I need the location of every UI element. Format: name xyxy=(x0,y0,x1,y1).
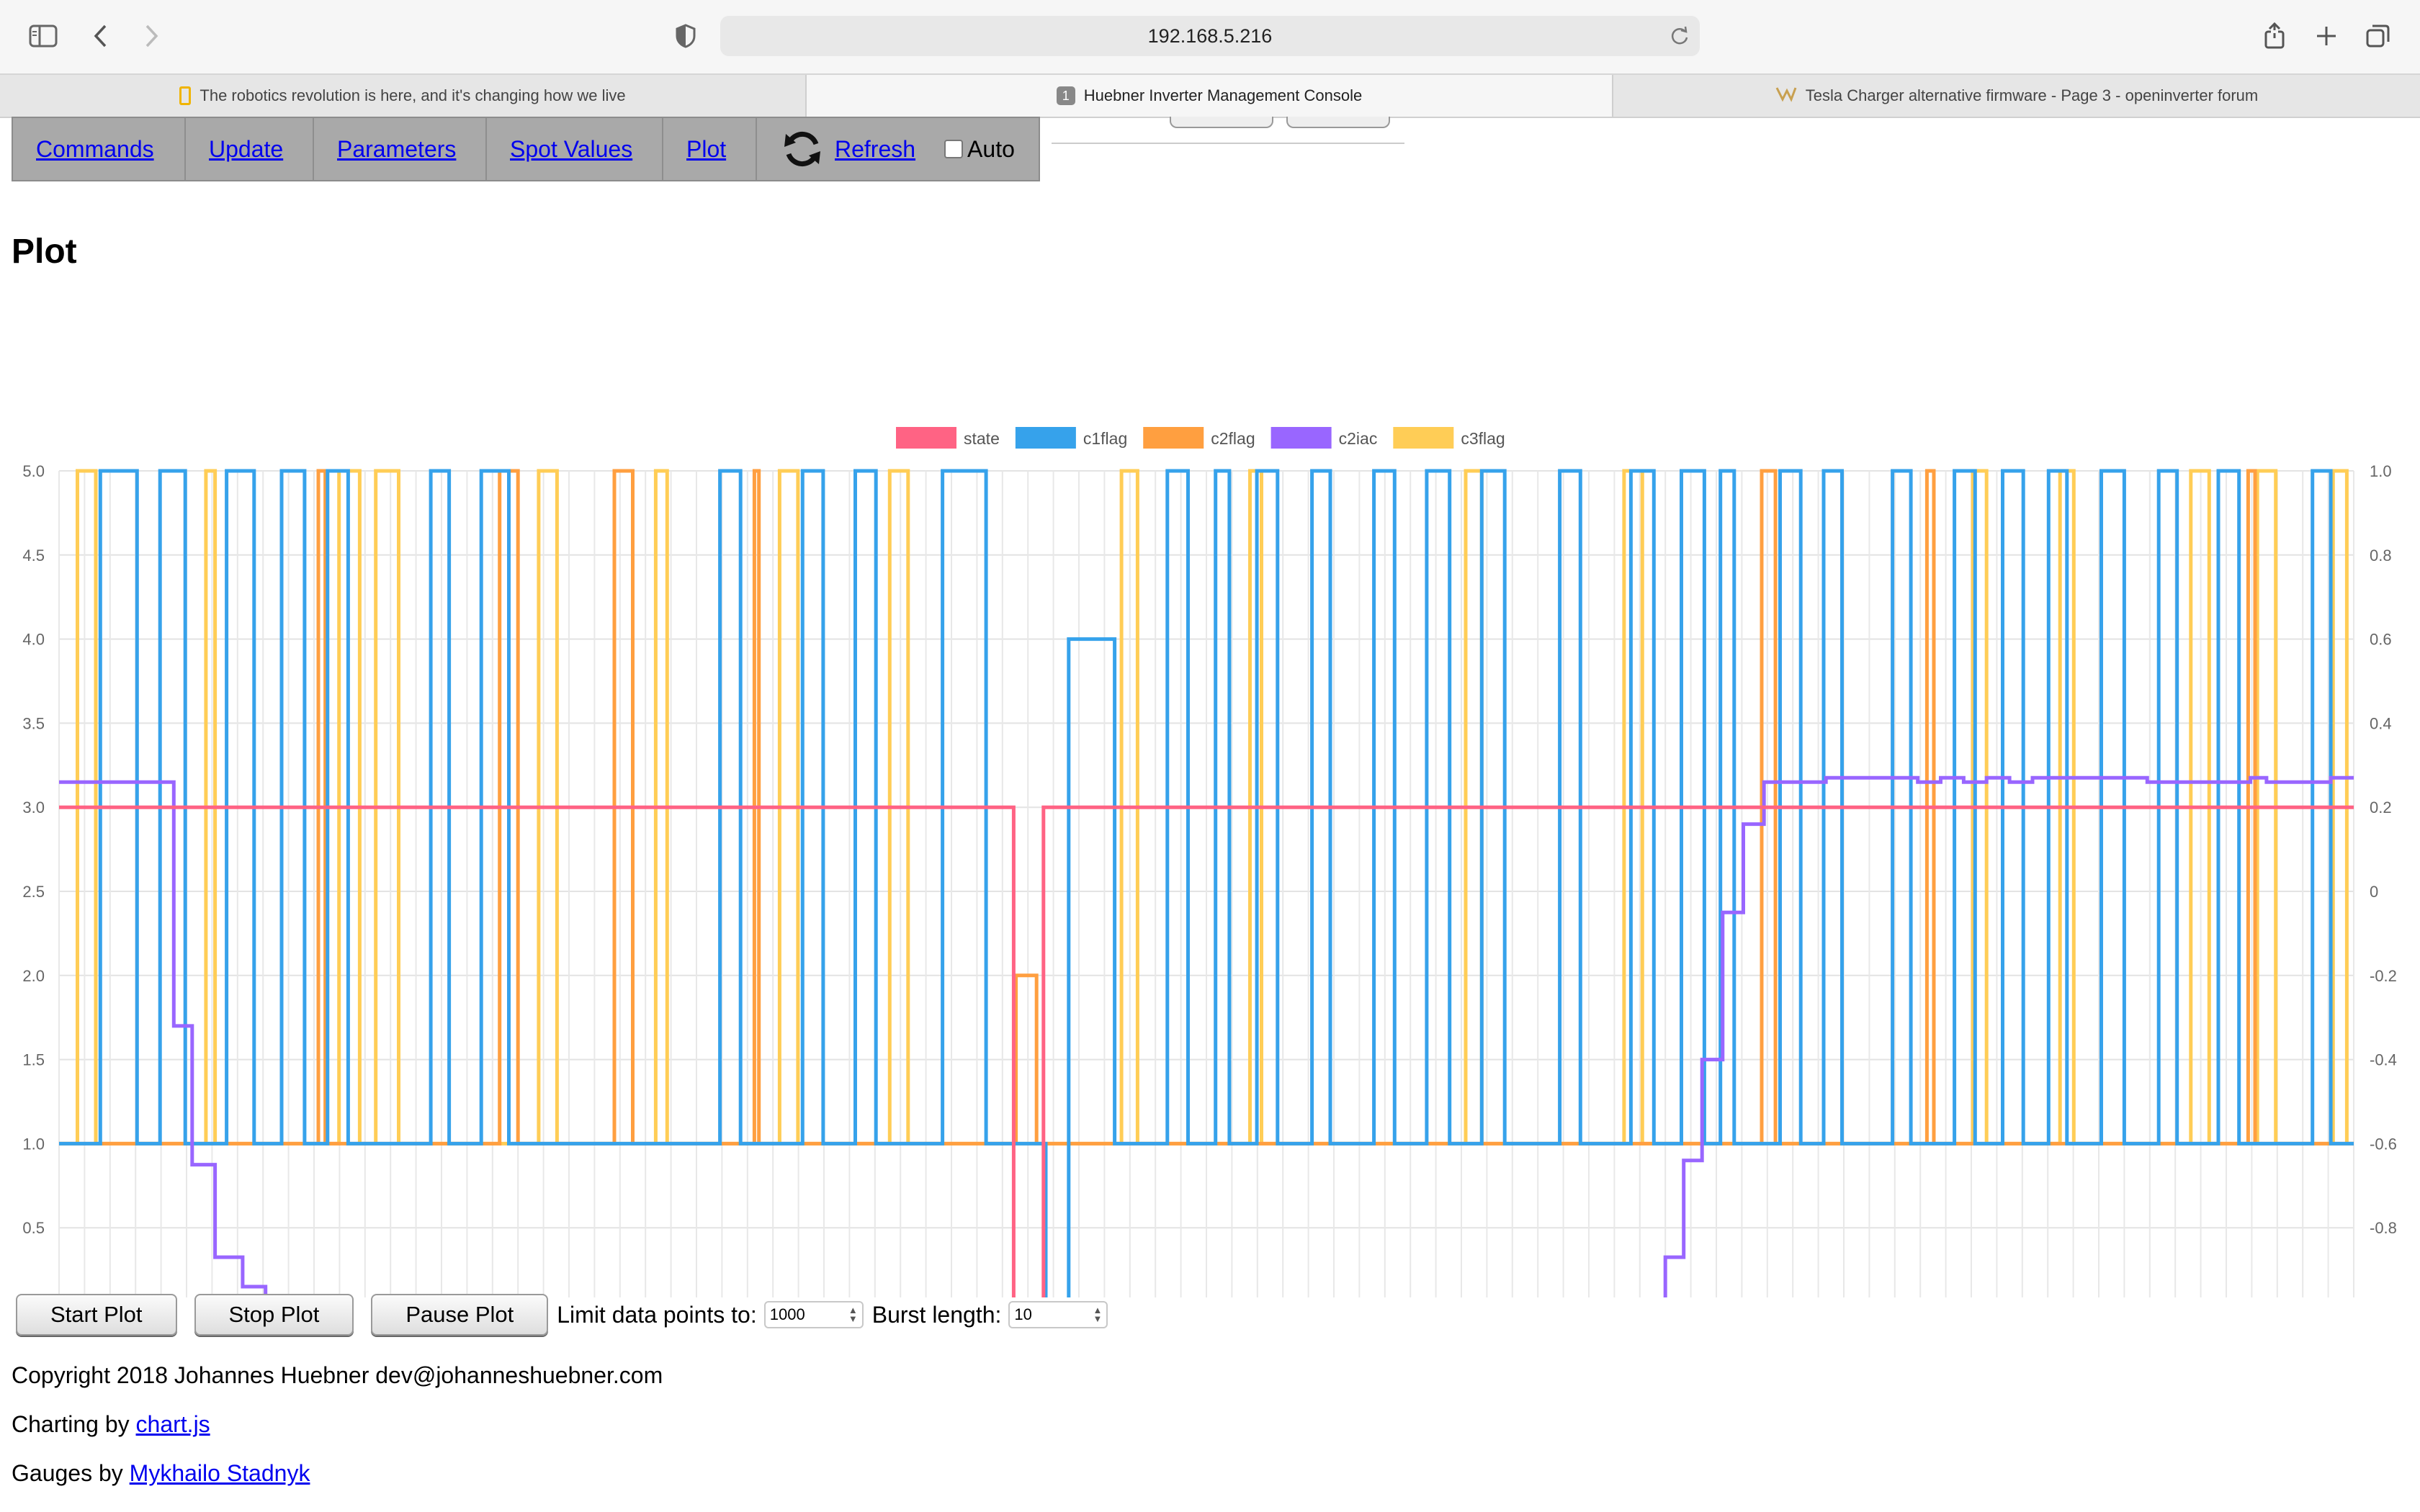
chartjs-link[interactable]: chart.js xyxy=(135,1411,210,1437)
y-axis-right-tick: -0.8 xyxy=(2370,1219,2397,1237)
gauges-credit: Gauges by Mykhailo Stadnyk xyxy=(12,1460,310,1487)
y-axis-left-tick: 2.5 xyxy=(22,883,45,901)
hidden-button[interactable] xyxy=(1286,117,1390,128)
share-icon[interactable] xyxy=(2254,16,2295,56)
hidden-button[interactable] xyxy=(1170,117,1273,128)
legend-swatch-c3flag[interactable] xyxy=(1393,427,1454,449)
nav-spot-values: Spot Values xyxy=(487,118,663,180)
main-navigation: Commands Update Parameters Spot Values P… xyxy=(12,117,1040,181)
y-axis-right-tick: 0.4 xyxy=(2370,714,2392,732)
tab-openinverter-forum[interactable]: Tesla Charger alternative firmware - Pag… xyxy=(1613,75,2420,117)
y-axis-left-tick: 5.0 xyxy=(22,462,45,480)
refresh-link[interactable]: Refresh xyxy=(835,135,916,162)
address-bar[interactable]: 192.168.5.216 xyxy=(720,16,1700,56)
legend-label-state[interactable]: state xyxy=(964,429,1000,448)
page-title: Plot xyxy=(12,233,77,271)
stepper-icon[interactable]: ▲ ▼ xyxy=(848,1305,858,1324)
start-plot-button[interactable]: Start Plot xyxy=(16,1294,177,1336)
nav-refresh: Refresh Auto xyxy=(757,118,1038,180)
y-axis-left-tick: 3.5 xyxy=(22,714,45,732)
y-axis-right-tick: 1.0 xyxy=(2370,462,2392,480)
y-axis-right-tick: 0 xyxy=(2370,883,2378,901)
commands-link[interactable]: Commands xyxy=(36,135,154,162)
auto-checkbox[interactable] xyxy=(944,140,964,158)
pause-plot-button[interactable]: Pause Plot xyxy=(371,1294,549,1336)
legend-swatch-c2iac[interactable] xyxy=(1270,427,1332,449)
back-icon[interactable] xyxy=(81,16,121,56)
tab-title: The robotics revolution is here, and it'… xyxy=(200,86,626,104)
stop-plot-button[interactable]: Stop Plot xyxy=(194,1294,354,1336)
url-text: 192.168.5.216 xyxy=(1147,25,1273,47)
y-axis-left-tick: 1.5 xyxy=(22,1051,45,1069)
y-axis-left-tick: 3.0 xyxy=(22,798,45,816)
series-line-c2iac[interactable] xyxy=(59,775,2354,1297)
auto-label: Auto xyxy=(967,135,1015,162)
burst-value: 10 xyxy=(1014,1305,1032,1323)
legend-label-c1flag[interactable]: c1flag xyxy=(1083,429,1127,448)
y-axis-left-tick: 0.5 xyxy=(22,1219,45,1237)
tab-bar: The robotics revolution is here, and it'… xyxy=(0,73,2420,118)
tab-inverter-console[interactable]: 1 Huebner Inverter Management Console xyxy=(807,75,1613,117)
stepper-icon[interactable]: ▲ ▼ xyxy=(1093,1305,1103,1324)
refresh-icon[interactable] xyxy=(781,131,823,167)
nav-update: Update xyxy=(186,118,314,180)
forum-icon xyxy=(1775,85,1797,107)
tab-robotics[interactable]: The robotics revolution is here, and it'… xyxy=(0,75,807,117)
reload-icon[interactable] xyxy=(1670,26,1690,50)
tab-overview-icon[interactable] xyxy=(2358,16,2398,56)
sidebar-toggle-icon[interactable] xyxy=(23,16,63,56)
gauges-author-link[interactable]: Mykhailo Stadnyk xyxy=(129,1460,310,1486)
update-link[interactable]: Update xyxy=(209,135,284,162)
y-axis-left-tick: 1.0 xyxy=(22,1135,45,1153)
y-axis-left-tick: 4.0 xyxy=(22,631,45,649)
y-axis-right-tick: 0.2 xyxy=(2370,798,2392,816)
burst-label: Burst length: xyxy=(871,1301,1002,1328)
y-axis-left-tick: 4.5 xyxy=(22,546,45,564)
web-page: Commands Update Parameters Spot Values P… xyxy=(0,117,2420,1512)
y-axis-right-tick: -0.6 xyxy=(2370,1135,2397,1153)
bookmark-icon xyxy=(179,86,192,105)
y-axis-left-tick: 2.0 xyxy=(22,967,45,985)
browser-toolbar: 192.168.5.216 xyxy=(0,0,2420,73)
nav-parameters: Parameters xyxy=(314,118,487,180)
legend-label-c2iac[interactable]: c2iac xyxy=(1339,429,1378,448)
forward-icon[interactable] xyxy=(131,16,171,56)
charting-prefix: Charting by xyxy=(12,1411,136,1437)
limit-value: 1000 xyxy=(769,1305,805,1323)
nav-commands: Commands xyxy=(13,118,186,180)
limit-label: Limit data points to: xyxy=(557,1301,757,1328)
new-tab-icon[interactable] xyxy=(2306,16,2347,56)
nav-plot: Plot xyxy=(663,118,757,180)
parameters-link[interactable]: Parameters xyxy=(337,135,457,162)
gauges-prefix: Gauges by xyxy=(12,1460,130,1486)
copyright-text: Copyright 2018 Johannes Huebner dev@joha… xyxy=(12,1362,663,1388)
plot-link[interactable]: Plot xyxy=(686,135,727,162)
partially-hidden-toolbar xyxy=(1052,117,1404,144)
tab-title: Huebner Inverter Management Console xyxy=(1083,86,1363,104)
limit-data-points-input[interactable]: 1000 ▲ ▼ xyxy=(763,1301,864,1328)
burst-length-input[interactable]: 10 ▲ ▼ xyxy=(1008,1301,1108,1328)
legend-label-c2flag[interactable]: c2flag xyxy=(1211,429,1255,448)
charting-credit: Charting by chart.js xyxy=(12,1411,210,1438)
spot-values-link[interactable]: Spot Values xyxy=(510,135,633,162)
privacy-shield-icon[interactable] xyxy=(666,16,706,56)
series-line-state[interactable] xyxy=(59,805,2354,1297)
y-axis-right-tick: -0.4 xyxy=(2370,1051,2397,1069)
legend-swatch-state[interactable] xyxy=(896,427,956,449)
plot-chart[interactable]: 0-1.00.5-0.81.0-0.61.5-0.42.0-0.22.503.0… xyxy=(0,304,2420,1297)
legend-swatch-c1flag[interactable] xyxy=(1015,427,1076,449)
legend-swatch-c2flag[interactable] xyxy=(1143,427,1204,449)
tab-title: Tesla Charger alternative firmware - Pag… xyxy=(1805,86,2259,104)
tab-number-icon: 1 xyxy=(1056,86,1075,105)
y-axis-right-tick: 0.6 xyxy=(2370,631,2392,649)
plot-controls: Start Plot Stop Plot Pause Plot Limit da… xyxy=(16,1293,1116,1336)
y-axis-right-tick: -0.2 xyxy=(2370,967,2397,985)
y-axis-right-tick: 0.8 xyxy=(2370,546,2392,564)
legend-label-c3flag[interactable]: c3flag xyxy=(1461,429,1505,448)
